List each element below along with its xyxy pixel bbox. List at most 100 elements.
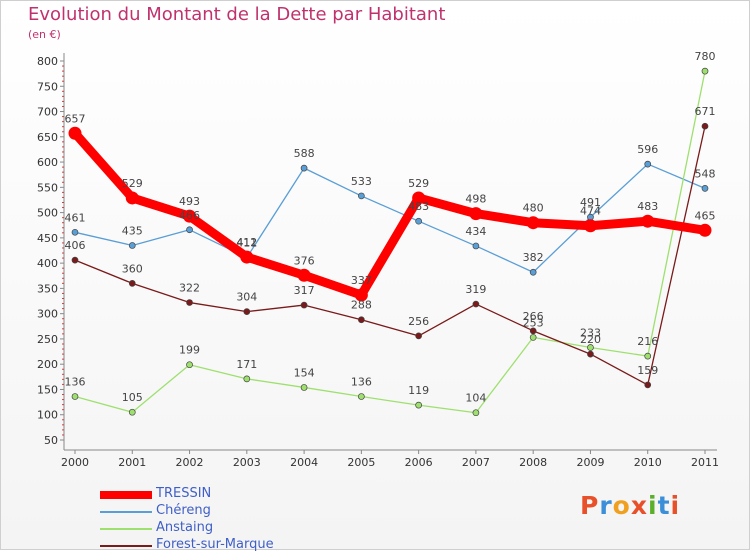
y-tick-label: 750 — [37, 80, 58, 93]
data-point — [526, 216, 540, 230]
legend-item: Anstaing — [100, 520, 360, 537]
x-tick-label: 2007 — [462, 456, 490, 469]
data-point — [698, 223, 712, 237]
data-label: 199 — [179, 344, 200, 357]
data-label: 588 — [294, 147, 315, 160]
data-label: 548 — [695, 167, 716, 180]
data-point — [587, 344, 594, 351]
x-tick-label: 2002 — [176, 456, 204, 469]
data-label: 483 — [408, 200, 429, 213]
data-point — [358, 316, 365, 324]
data-label: 288 — [351, 299, 372, 312]
data-point — [412, 191, 426, 205]
data-point — [529, 268, 537, 276]
logo-letter: i — [670, 491, 681, 520]
data-label: 657 — [65, 112, 86, 125]
data-point — [300, 384, 308, 391]
data-label: 171 — [236, 358, 257, 371]
data-point — [701, 184, 709, 192]
y-tick-label: 500 — [37, 207, 58, 220]
legend-swatch — [100, 491, 152, 499]
data-label: 317 — [294, 284, 315, 297]
data-point — [472, 242, 480, 250]
data-label: 493 — [179, 195, 200, 208]
data-point — [297, 268, 311, 282]
x-tick-label: 2000 — [61, 456, 89, 469]
y-tick-label: 550 — [37, 181, 58, 194]
x-tick-label: 2003 — [233, 456, 261, 469]
y-tick-label: 600 — [37, 156, 58, 169]
legend-label: Forest-sur-Marque — [156, 537, 274, 552]
data-label: 154 — [294, 366, 315, 379]
data-point — [186, 361, 193, 369]
data-point — [529, 327, 537, 335]
x-tick-label: 2010 — [634, 456, 662, 469]
y-tick-label: 350 — [37, 282, 58, 295]
data-point — [240, 250, 254, 264]
chart-unit: (en €) — [28, 28, 61, 41]
data-point — [243, 375, 251, 383]
data-point — [71, 256, 79, 264]
data-label: 780 — [695, 50, 716, 63]
data-label: 105 — [122, 391, 143, 404]
data-label: 253 — [523, 316, 544, 329]
data-label: 382 — [523, 251, 544, 264]
series-line-TRESSIN — [70, 128, 710, 300]
series-line-Forest-sur-Marque — [74, 125, 706, 386]
legend-label: TRESSIN — [156, 486, 212, 501]
data-label: 256 — [408, 315, 429, 328]
data-label: 412 — [236, 236, 257, 249]
data-point — [583, 219, 597, 233]
x-tick-label: 2004 — [290, 456, 318, 469]
legend-swatch — [100, 528, 152, 530]
data-label: 529 — [408, 177, 429, 190]
x-tick-label: 2008 — [519, 456, 547, 469]
data-label: 498 — [465, 193, 486, 206]
data-label: 491 — [580, 196, 601, 209]
legend-label: Anstaing — [156, 520, 214, 535]
legend-item: Forest-sur-Marque — [100, 537, 360, 554]
data-label: 233 — [580, 327, 601, 340]
data-point — [644, 352, 652, 360]
data-point — [358, 393, 365, 400]
data-point — [71, 228, 79, 236]
data-label: 411 — [236, 237, 257, 250]
y-tick-label: 300 — [37, 308, 58, 321]
legend-swatch — [100, 511, 152, 513]
data-label: 136 — [351, 376, 372, 389]
legend-swatch — [100, 545, 152, 547]
data-point — [529, 334, 537, 341]
proxiti-logo: Proxiti — [580, 491, 680, 520]
data-point — [644, 160, 652, 168]
chart-title: Evolution du Montant de la Dette par Hab… — [28, 4, 446, 25]
data-point — [644, 381, 652, 389]
data-label: 216 — [637, 335, 658, 348]
data-label: 435 — [122, 224, 143, 237]
legend-label: Chéreng — [156, 503, 211, 518]
y-tick-label: 800 — [37, 55, 58, 68]
data-point — [183, 209, 197, 223]
x-tick-label: 2005 — [347, 456, 375, 469]
data-point — [701, 122, 709, 130]
data-point — [68, 126, 82, 140]
data-label: 434 — [465, 225, 486, 238]
data-point — [128, 242, 136, 249]
data-label: 360 — [122, 262, 143, 275]
data-point — [641, 214, 655, 228]
data-label: 671 — [695, 105, 716, 118]
data-label: 220 — [580, 333, 601, 346]
data-label: 533 — [351, 175, 372, 188]
data-point — [415, 401, 422, 409]
logo-letter: t — [657, 491, 671, 520]
y-tick-label: 400 — [37, 257, 58, 270]
logo-letter: i — [648, 491, 658, 520]
data-point — [128, 279, 136, 287]
data-label: 322 — [179, 282, 200, 295]
data-label: 483 — [637, 200, 658, 213]
series-line-Chéreng — [74, 163, 706, 273]
data-point — [358, 192, 365, 200]
data-label: 461 — [65, 211, 86, 224]
y-tick-label: 650 — [37, 131, 58, 144]
series-line-Anstaing — [74, 70, 706, 414]
